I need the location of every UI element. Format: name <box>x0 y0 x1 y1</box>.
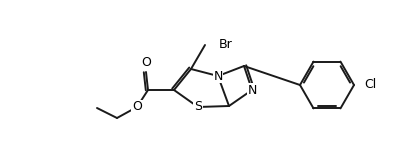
Text: O: O <box>132 100 142 114</box>
Text: S: S <box>194 100 202 114</box>
Text: O: O <box>141 56 151 69</box>
Text: N: N <box>248 83 257 97</box>
Text: N: N <box>213 69 223 83</box>
Text: Br: Br <box>219 38 233 51</box>
Text: Cl: Cl <box>364 79 376 91</box>
